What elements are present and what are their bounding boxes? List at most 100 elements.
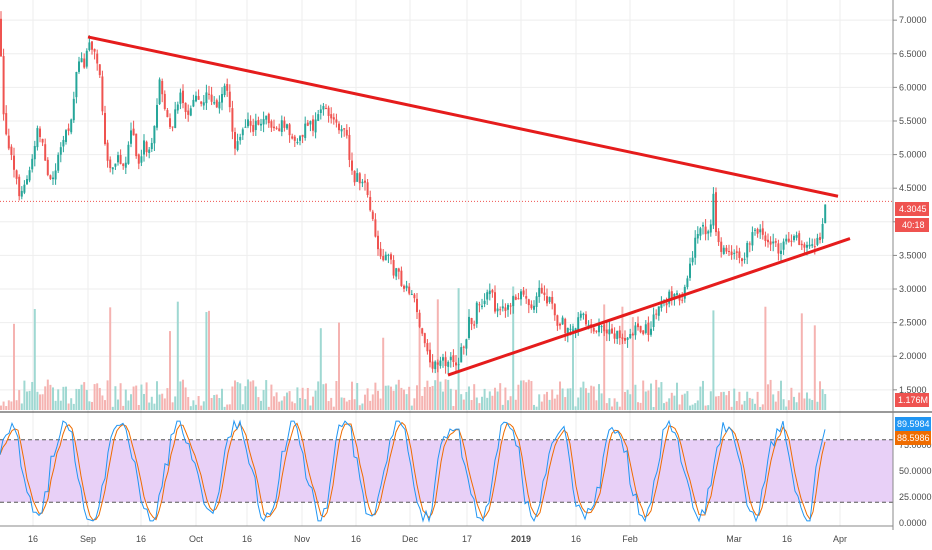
candle-body-19 xyxy=(49,175,52,179)
volume-bar-261 xyxy=(678,404,681,410)
volume-bar-160 xyxy=(416,385,418,410)
volume-tag: 1.176M xyxy=(895,393,929,407)
candle-body-198 xyxy=(514,296,517,300)
volume-bar-81 xyxy=(210,397,213,410)
volume-bar-161 xyxy=(418,324,421,410)
volume-bar-42 xyxy=(109,307,112,410)
candle-body-208 xyxy=(540,287,543,294)
candle-body-72 xyxy=(187,110,190,115)
candle-body-99 xyxy=(257,120,260,125)
volume-bar-21 xyxy=(54,400,57,410)
candle-body-237 xyxy=(616,330,619,339)
volume-bar-262 xyxy=(681,394,684,410)
volume-bar-15 xyxy=(39,394,41,410)
candle-body-224 xyxy=(582,313,585,316)
candle-body-168 xyxy=(436,362,439,365)
time-tick-label-3: Oct xyxy=(189,534,204,544)
candle-body-272 xyxy=(707,231,710,234)
candle-body-159 xyxy=(413,294,416,299)
candle-body-41 xyxy=(106,142,109,161)
candle-body-312 xyxy=(811,244,814,246)
volume-bar-269 xyxy=(699,386,702,410)
volume-bar-248 xyxy=(644,391,647,410)
candle-body-128 xyxy=(332,117,335,120)
candle-body-96 xyxy=(249,121,252,126)
volume-bar-123 xyxy=(319,328,322,410)
candle-body-309 xyxy=(803,244,806,248)
volume-bar-215 xyxy=(559,381,561,410)
volume-bar-47 xyxy=(122,405,125,410)
candle-body-112 xyxy=(291,136,294,139)
candle-body-53 xyxy=(137,154,140,164)
volume-bar-273 xyxy=(709,391,712,410)
candle-body-85 xyxy=(221,94,223,103)
candle-body-247 xyxy=(642,330,645,335)
candle-body-174 xyxy=(452,355,455,363)
candle-body-260 xyxy=(676,293,678,295)
volume-bar-93 xyxy=(241,404,244,410)
candle-body-69 xyxy=(179,92,182,104)
volume-bar-25 xyxy=(65,386,67,410)
volume-bar-188 xyxy=(488,391,491,410)
volume-bar-174 xyxy=(452,406,455,410)
volume-bar-32 xyxy=(83,382,86,410)
last-price-tag: 4.3045 xyxy=(895,202,929,216)
candle-body-64 xyxy=(166,110,169,118)
volume-bar-275 xyxy=(715,396,717,410)
candle-body-190 xyxy=(494,292,496,312)
volume-bar-237 xyxy=(616,401,619,410)
volume-bar-205 xyxy=(533,404,535,410)
volume-bar-46 xyxy=(119,383,122,410)
candle-body-141 xyxy=(366,182,369,196)
volume-bar-121 xyxy=(314,390,317,410)
candle-body-180 xyxy=(468,316,470,338)
volume-bar-274 xyxy=(712,310,715,410)
candle-body-154 xyxy=(400,270,403,286)
volume-bar-64 xyxy=(166,388,169,410)
candle-body-282 xyxy=(733,252,736,254)
candle-body-176 xyxy=(457,364,460,366)
volume-bar-228 xyxy=(592,386,595,410)
volume-bar-256 xyxy=(665,401,668,410)
candle-body-242 xyxy=(629,334,632,339)
volume-bar-65 xyxy=(169,331,171,410)
volume-bar-247 xyxy=(642,380,645,410)
volume-bar-143 xyxy=(371,394,374,410)
volume-bar-130 xyxy=(338,322,340,410)
candle-body-127 xyxy=(330,114,333,119)
volume-bar-196 xyxy=(509,396,512,410)
volume-bar-109 xyxy=(283,396,286,410)
volume-bar-308 xyxy=(800,313,803,410)
volume-bar-10 xyxy=(26,391,28,410)
volume-bar-279 xyxy=(725,395,728,410)
volume-bar-264 xyxy=(686,391,689,410)
volume-bar-212 xyxy=(551,389,554,410)
volume-bar-176 xyxy=(457,288,460,410)
candle-body-98 xyxy=(254,120,257,131)
volume-bar-250 xyxy=(650,383,652,410)
volume-bar-77 xyxy=(200,405,203,410)
volume-bar-152 xyxy=(395,384,398,410)
time-axis[interactable]: 16 Sep 16 Oct 16 Nov 16 Dec 17 2019 16 Feb Mar 16 Apr xyxy=(28,534,847,544)
volume-bar-18 xyxy=(46,379,49,410)
candle-body-39 xyxy=(101,76,104,112)
candle-body-91 xyxy=(236,141,239,150)
candle-body-8 xyxy=(20,190,23,197)
candle-body-278 xyxy=(722,247,725,254)
volume-bar-305 xyxy=(793,396,795,410)
volume-bar-126 xyxy=(327,401,330,410)
candle-body-249 xyxy=(647,322,650,335)
candle-body-47 xyxy=(122,163,125,167)
candle-body-88 xyxy=(228,91,231,108)
candle-body-145 xyxy=(377,235,379,250)
volume-bar-295 xyxy=(767,384,769,410)
volume-bar-208 xyxy=(540,401,543,410)
volume-bar-277 xyxy=(720,392,723,410)
candle-body-286 xyxy=(743,258,746,260)
oscillator-k-tag-bg xyxy=(895,417,931,431)
volume-bar-214 xyxy=(556,394,559,410)
volume-bar-280 xyxy=(728,390,730,410)
candle-body-117 xyxy=(304,123,307,139)
candle-body-221 xyxy=(574,328,577,332)
